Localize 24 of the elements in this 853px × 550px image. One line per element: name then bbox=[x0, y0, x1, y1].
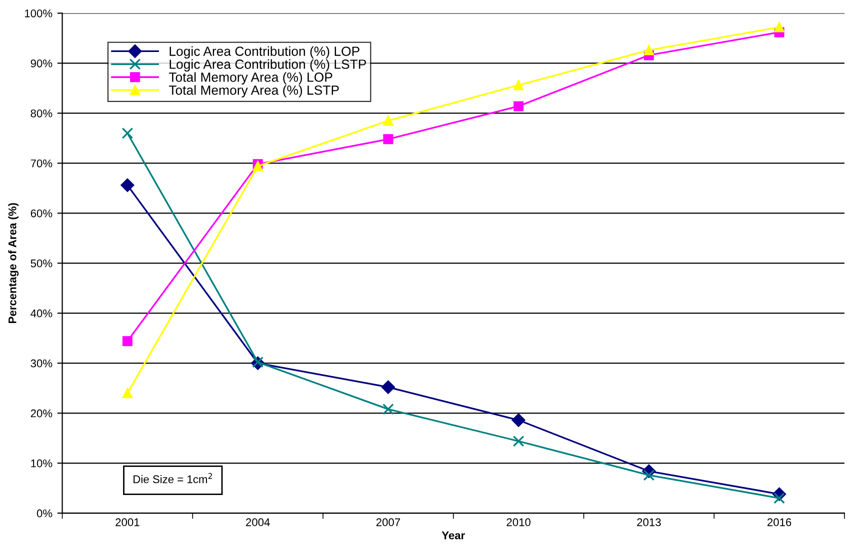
y-tick-label: 50% bbox=[30, 259, 52, 268]
y-tick-label: 60% bbox=[30, 209, 52, 218]
y-tick-label: 40% bbox=[30, 309, 52, 318]
x-tick-label: 2013 bbox=[637, 518, 661, 526]
y-tick-label: 0% bbox=[36, 509, 52, 518]
x-axis-title: Year bbox=[442, 532, 465, 540]
legend-label: Total Memory Area (%) LSTP bbox=[168, 85, 339, 98]
x-tick-label: 2001 bbox=[116, 518, 140, 526]
x-tick-label: 2010 bbox=[506, 518, 530, 526]
y-tick-label: 100% bbox=[24, 9, 52, 18]
x-tick-label: 2007 bbox=[376, 518, 400, 526]
x-tick-label: 2016 bbox=[767, 518, 792, 526]
y-tick-label: 20% bbox=[30, 409, 52, 418]
x-tick-label: 2004 bbox=[246, 518, 270, 526]
y-tick-label: 30% bbox=[30, 359, 52, 368]
legend-label: Total Memory Area (%) LOP bbox=[168, 72, 332, 84]
y-tick-label: 80% bbox=[30, 109, 52, 118]
y-tick-label: 10% bbox=[31, 459, 52, 468]
legend-label: Logic Area Contribution (%) LSTP bbox=[170, 59, 366, 72]
y-tick-label: 90% bbox=[30, 59, 52, 68]
legend-label: Logic Area Contribution (%) LOP bbox=[170, 46, 360, 59]
y-tick-label: 70% bbox=[30, 159, 52, 168]
annotation: Die Size = 1cm$^{2}$ bbox=[134, 473, 212, 484]
y-axis-title: Percentage of Area (%) bbox=[8, 203, 19, 324]
